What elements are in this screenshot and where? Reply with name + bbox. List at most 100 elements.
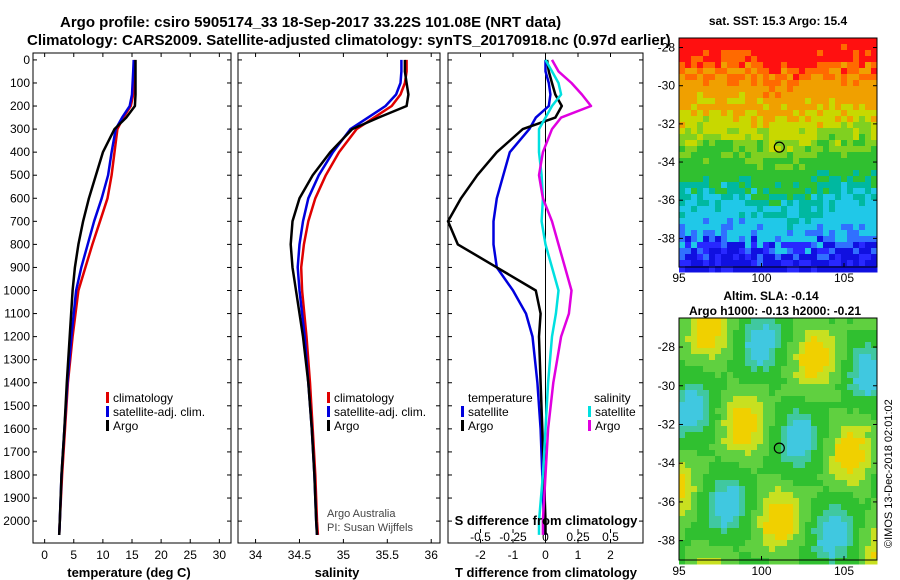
sla-cell xyxy=(721,348,728,355)
sla-cell xyxy=(733,390,740,397)
sla-cell xyxy=(805,450,812,457)
sst-cell xyxy=(751,80,758,87)
sst-cell xyxy=(817,128,824,135)
sla-cell xyxy=(787,378,794,385)
sla-cell xyxy=(757,432,764,439)
sla-cell xyxy=(817,462,824,469)
sla-cell xyxy=(787,360,794,367)
sla-cell xyxy=(787,408,794,415)
sst-cell xyxy=(865,182,872,189)
sla-cell xyxy=(763,474,770,481)
sst-cell xyxy=(835,182,842,189)
sst-cell xyxy=(781,200,788,207)
sla-cell xyxy=(721,450,728,457)
sst-cell xyxy=(793,158,800,165)
y-tick-label: 500 xyxy=(10,168,30,182)
sst-cell xyxy=(805,44,812,51)
sla-cell xyxy=(847,330,854,337)
sst-cell xyxy=(733,230,740,237)
sla-cell xyxy=(805,444,812,451)
sla-cell xyxy=(703,342,710,349)
sst-cell xyxy=(841,230,848,237)
sst-cell xyxy=(859,248,866,255)
sst-cell xyxy=(817,116,824,123)
sla-cell xyxy=(823,390,830,397)
sla-cell xyxy=(787,396,794,403)
sst-cell xyxy=(829,152,836,159)
sst-cell xyxy=(841,80,848,87)
sst-cell xyxy=(793,260,800,267)
sst-cell xyxy=(787,182,794,189)
sla-cell xyxy=(823,426,830,433)
sla-cell xyxy=(721,558,728,565)
sst-cell xyxy=(739,152,746,159)
legend-t-argo: Argo xyxy=(468,419,494,433)
sst-cell xyxy=(865,164,872,171)
sla-cell xyxy=(835,534,842,541)
sla-cell xyxy=(793,444,800,451)
sla-cell xyxy=(763,426,770,433)
sla-cell xyxy=(733,366,740,373)
sla-cell xyxy=(751,528,758,535)
sla-cell xyxy=(709,522,716,529)
sst-cell xyxy=(859,260,866,267)
sst-cell xyxy=(769,44,776,51)
sla-cell xyxy=(691,444,698,451)
sla-cell xyxy=(829,396,836,403)
sst-cell xyxy=(697,260,704,267)
sst-cell xyxy=(829,44,836,51)
sla-cell xyxy=(811,438,818,445)
sla-cell xyxy=(859,426,866,433)
sla-cell xyxy=(775,420,782,427)
sla-cell xyxy=(799,480,806,487)
sla-cell xyxy=(805,414,812,421)
sst-cell xyxy=(817,206,824,213)
sst-cell xyxy=(805,266,812,273)
sst-cell xyxy=(727,146,734,153)
s-tick-label: 0.25 xyxy=(566,530,590,544)
sst-cell xyxy=(871,116,878,123)
sst-cell xyxy=(817,218,824,225)
sst-cell xyxy=(757,188,764,195)
sla-cell xyxy=(853,504,860,511)
sla-cell xyxy=(721,444,728,451)
sst-cell xyxy=(757,44,764,51)
sla-cell xyxy=(733,534,740,541)
sla-cell xyxy=(805,540,812,547)
sla-cell xyxy=(721,528,728,535)
sst-cell xyxy=(721,176,728,183)
sla-cell xyxy=(793,366,800,373)
sla-cell xyxy=(703,414,710,421)
sla-cell xyxy=(727,486,734,493)
sst-cell xyxy=(727,110,734,117)
sst-cell xyxy=(853,134,860,141)
sst-cell xyxy=(805,104,812,111)
sst-cell xyxy=(841,200,848,207)
sst-cell xyxy=(853,122,860,129)
sla-cell xyxy=(703,360,710,367)
sla-cell xyxy=(847,456,854,463)
sla-cell xyxy=(793,492,800,499)
sst-cell xyxy=(817,260,824,267)
sla-cell xyxy=(685,540,692,547)
sst-cell xyxy=(769,236,776,243)
sla-cell xyxy=(751,546,758,553)
sla-cell xyxy=(745,516,752,523)
sla-cell xyxy=(745,546,752,553)
sla-cell xyxy=(793,432,800,439)
sst-cell xyxy=(739,248,746,255)
sla-cell xyxy=(715,390,722,397)
sst-cell xyxy=(715,92,722,99)
sla-cell xyxy=(823,528,830,535)
sst-cell xyxy=(745,158,752,165)
sla-cell xyxy=(709,438,716,445)
sst-cell xyxy=(853,98,860,105)
sla-cell xyxy=(769,348,776,355)
sst-cell xyxy=(751,122,758,129)
sla-cell xyxy=(703,450,710,457)
sst-cell xyxy=(703,122,710,129)
sla-cell xyxy=(727,516,734,523)
sla-cell xyxy=(733,540,740,547)
sst-cell xyxy=(823,152,830,159)
sst-cell xyxy=(853,38,860,45)
